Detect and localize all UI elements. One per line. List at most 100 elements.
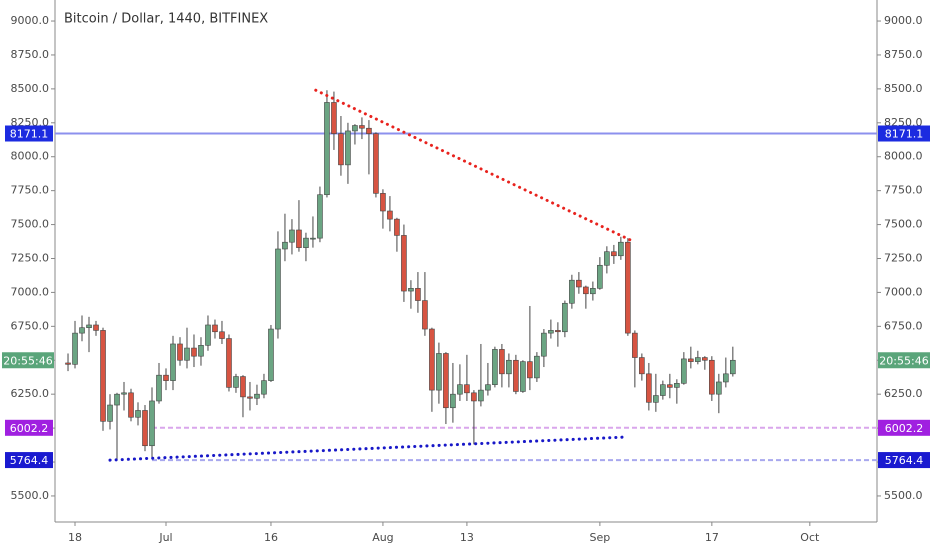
y2-tick-label: 8500.0 [884,82,923,95]
candle-body [716,381,722,395]
price-tag-label: 6002.2 [10,422,49,435]
candle-body [184,347,190,361]
candle-body [639,357,645,375]
candle-body [674,383,680,388]
candle-body [471,392,477,402]
y-tick-label: 8500.0 [11,82,50,95]
price-tag [878,419,930,436]
candle-body [534,355,540,379]
candle-body [555,330,561,333]
candle-body [254,393,260,399]
candle-body [597,264,603,289]
candle-body [226,338,232,388]
x-tick-label: 17 [705,531,719,544]
candle-body [121,392,127,395]
candle-body [429,328,435,391]
candle-body [107,404,113,422]
y2-tick-label: 7750.0 [884,184,923,197]
candle-body [359,125,365,129]
x-tick-label: Sep [590,531,611,544]
y2-tick-label: 6250.0 [884,387,923,400]
candle-body [646,373,652,403]
price-tag-label: 5764.4 [885,454,924,467]
candle-body [506,359,512,375]
candle-body [625,241,631,334]
candle-body [212,324,218,333]
candle-body [198,345,204,357]
candle-body [331,102,337,134]
candle-body [450,393,456,409]
candle-body [177,343,183,361]
candle-body [520,361,526,392]
candle-body [513,359,519,392]
candle-body [730,359,736,375]
y-tick-label: 7750.0 [11,184,50,197]
candle-body [296,229,302,248]
candle-body [380,193,386,212]
candle-body [191,347,197,357]
candle-body [492,349,498,385]
countdown-tag [2,352,54,369]
candle-body [142,410,148,447]
price-tag-label: 5764.4 [10,454,49,467]
countdown-tag [878,352,930,369]
candle-body [86,324,92,328]
price-tag [5,452,53,469]
candle-body [317,194,323,239]
y-tick-label: 6750.0 [11,319,50,332]
candle-body [79,327,85,334]
y-tick-label: 8000.0 [11,150,50,163]
candle-body [401,235,407,292]
candle-body [261,380,267,395]
candle-body [464,384,470,394]
y2-tick-label: 5500.0 [884,489,923,502]
candle-body [247,396,253,399]
candle-body [499,349,505,375]
y2-tick-label: 7000.0 [884,285,923,298]
candle-body [163,374,169,381]
candle-body [275,248,281,330]
y-tick-label: 7250.0 [11,251,50,264]
candle-body [387,210,393,220]
candle-body [681,358,687,384]
y-tick-label: 9000.0 [11,14,50,27]
trendline [108,435,630,462]
candle-body [219,331,225,339]
candle-body [702,357,708,361]
candle-body [660,384,666,396]
y2-tick-label: 6750.0 [884,319,923,332]
candle-body [667,384,673,388]
candle-body [170,343,176,381]
candle-body [457,384,463,395]
price-tag-label: 8171.1 [885,128,924,141]
candle-body [653,395,659,403]
candle-body [345,130,351,166]
candle-body [569,279,575,304]
candle-body [632,332,638,358]
y-tick-label: 8750.0 [11,48,50,61]
price-tag [5,419,53,436]
candle-body [688,358,694,362]
candle-body [233,376,239,388]
candle-body [366,127,372,134]
candle-body [352,125,358,132]
candle-body [604,251,610,266]
y-tick-label: 7000.0 [11,285,50,298]
candle-body [303,237,309,248]
countdown-label: 20:55:46 [3,354,52,367]
candle-body [709,359,715,395]
price-tag-label: 8171.1 [10,128,49,141]
x-tick-label: 18 [68,531,82,544]
candle-body [240,376,246,398]
candle-body [478,389,484,402]
x-tick-label: 13 [460,531,474,544]
candle-body [394,218,400,236]
candle-body [324,102,330,196]
price-tag [878,452,930,469]
countdown-label: 20:55:46 [879,354,928,367]
chart-title: Bitcoin / Dollar, 1440, BITFINEX [64,12,268,27]
candle-body [548,330,554,334]
candle-body [156,374,162,402]
